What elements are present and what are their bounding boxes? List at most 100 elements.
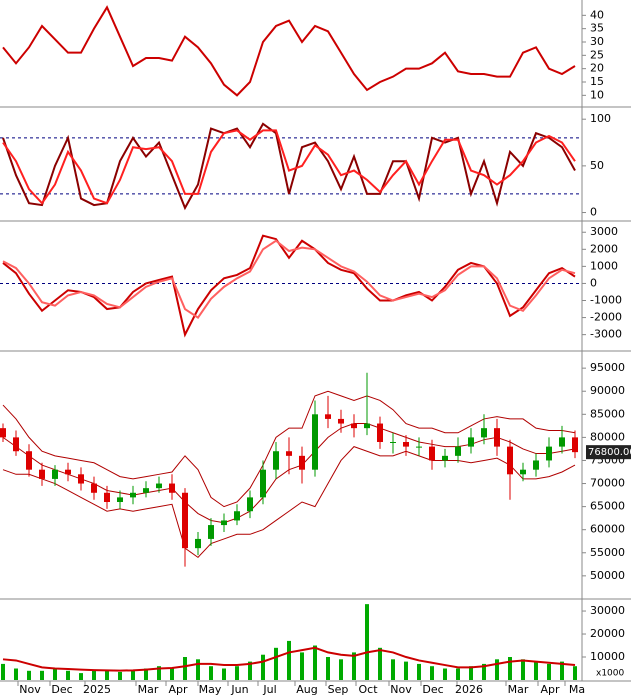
volume-bar (521, 659, 525, 680)
volume-bar (573, 666, 577, 680)
volume-bar (365, 604, 369, 680)
candle-body (208, 525, 214, 539)
candle-body (65, 469, 71, 475)
y-tick-label: 30 (590, 35, 604, 48)
candle-body (273, 451, 279, 470)
volume-bar (313, 645, 317, 680)
y-tick-label: 100 (590, 112, 611, 125)
y-tick-label: 70000 (590, 477, 625, 490)
volume-bar (79, 673, 83, 680)
candle-body (390, 442, 396, 443)
x-tick-label: Nov (19, 683, 41, 696)
y-tick-label: -3000 (590, 328, 622, 341)
volume-bar (274, 647, 278, 680)
y-tick-label: 30000 (590, 604, 625, 617)
volume-bar (547, 663, 551, 680)
x-tick-label: Apr (540, 683, 560, 696)
y-tick-label: -2000 (590, 311, 622, 324)
candle-body (156, 483, 162, 489)
candle-body (13, 437, 19, 452)
y-tick-label: 10000 (590, 650, 625, 663)
y-tick-label: -1000 (590, 294, 622, 307)
volume-bar (144, 668, 148, 680)
candle-body (0, 428, 6, 438)
x-tick-label: 2025 (83, 683, 111, 696)
volume-bar (469, 666, 473, 680)
volume-bar (560, 661, 564, 680)
candle-body (130, 492, 136, 498)
volume-bar (183, 657, 187, 680)
candle-body (481, 428, 487, 438)
y-tick-label: 3000 (590, 225, 618, 238)
volume-bar (300, 652, 304, 680)
x-tick-label: Jul (262, 683, 276, 696)
y-tick-label: 85000 (590, 407, 625, 420)
y-tick-label: 15 (590, 75, 604, 88)
y-tick-label: 20 (590, 62, 604, 75)
candle-body (39, 469, 45, 479)
y-tick-label: 0 (590, 206, 597, 219)
line-series (2, 446, 576, 559)
last-price-box (586, 445, 631, 460)
volume-bar (92, 670, 96, 680)
y-tick-label: 60000 (590, 523, 625, 536)
candle-body (26, 451, 32, 470)
volume-bar (378, 647, 382, 680)
volume-bar (66, 670, 70, 680)
volume-bar (495, 659, 499, 680)
y-tick-label: 10 (590, 88, 604, 101)
volume-bar (1, 663, 5, 680)
line-series (2, 5, 576, 97)
x-tick-label: Jun (230, 683, 248, 696)
line-series (2, 646, 576, 672)
candle-body (364, 423, 370, 429)
volume-bar (391, 659, 395, 680)
line-series (2, 390, 576, 508)
x-tick-label: Dec (51, 683, 72, 696)
candle-body (247, 497, 253, 512)
y-tick-label: 1000 (590, 259, 618, 272)
candle-body (104, 492, 110, 502)
volume-bar (339, 659, 343, 680)
volume-bar (287, 640, 291, 680)
volume-bar (261, 654, 265, 680)
volume-bar (53, 668, 57, 680)
volume-bar (222, 668, 226, 680)
volume-bar (417, 663, 421, 680)
last-price-label: 76800.00 (588, 447, 631, 458)
candle-body (299, 455, 305, 470)
y-tick-label: 80000 (590, 430, 625, 443)
volume-bar (170, 668, 174, 680)
unit-label: x1000 (596, 669, 625, 679)
volume-bar (443, 668, 447, 680)
x-tick-label: May (199, 683, 222, 696)
volume-bar (482, 663, 486, 680)
volume-bar (14, 668, 18, 680)
volume-bar (131, 670, 135, 680)
y-tick-label: 20000 (590, 627, 625, 640)
candle-body (416, 446, 422, 448)
volume-bar (209, 666, 213, 680)
candle-body (520, 469, 526, 475)
y-tick-label: 35 (590, 22, 604, 35)
y-tick-label: 95000 (590, 361, 625, 374)
candle-body (572, 437, 578, 453)
volume-bar (404, 661, 408, 680)
volume-bar (27, 670, 31, 680)
candle-body (546, 446, 552, 461)
y-tick-label: 65000 (590, 500, 625, 513)
volume-bar (118, 671, 122, 680)
candle-body (533, 460, 539, 470)
x-tick-label: Dec (422, 683, 443, 696)
x-tick-label: 2026 (455, 683, 483, 696)
y-tick-label: 2000 (590, 242, 618, 255)
y-tick-label: 50000 (590, 569, 625, 582)
candle-body (559, 437, 565, 447)
volume-bar (430, 666, 434, 680)
candle-body (91, 483, 97, 493)
candle-body (52, 469, 58, 479)
volume-bar (40, 670, 44, 680)
candle-body (325, 414, 331, 419)
